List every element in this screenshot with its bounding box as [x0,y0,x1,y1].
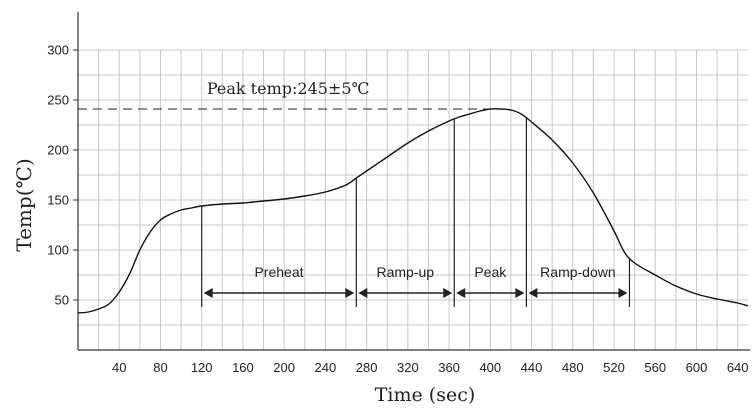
phase-arrow-head-left [456,288,466,298]
phase-label: Ramp-up [376,264,434,280]
x-tick-label: 400 [479,360,501,375]
x-tick-label: 160 [232,360,254,375]
y-tick-label: 50 [55,293,69,308]
x-tick-label: 600 [686,360,708,375]
phase-arrow-head-right [515,288,525,298]
x-tick-label: 240 [315,360,337,375]
x-tick-label: 80 [153,360,167,375]
x-tick-label: 280 [356,360,378,375]
x-tick-label: 480 [562,360,584,375]
x-tick-label: 640 [727,360,749,375]
x-tick-label: 560 [644,360,666,375]
x-tick-label: 120 [191,360,213,375]
phase-arrow-head-left [203,288,213,298]
y-tick-label: 100 [47,243,69,258]
phase-arrow-head-right [618,288,628,298]
phase-label: Preheat [254,264,303,280]
x-axis-label: Time (sec) [375,384,476,406]
y-axis-label: Temp(℃) [12,158,36,251]
phase-arrow-head-left [358,288,368,298]
series-layer [77,108,749,314]
axes [77,12,750,351]
grid [78,49,748,350]
x-tick-labels: 40 80 120 160 200 240 280 320 360 400 440 480 520 560… [112,360,749,375]
y-tick-labels: 50 100 150 200 250 300 [47,43,78,308]
x-tick-label: 360 [438,360,460,375]
phase-arrow-head-right [345,288,355,298]
y-tick-label: 300 [47,43,69,58]
phase-label: Ramp-down [540,264,615,280]
x-tick-label: 200 [273,360,295,375]
phase-arrow-head-left [528,288,538,298]
temperature-curve [77,108,749,314]
y-tick-label: 150 [47,193,69,208]
x-tick-label: 440 [521,360,543,375]
peak-temp-label: Peak temp:245±5℃ [207,79,370,98]
y-tick-label: 250 [47,93,69,108]
annotations: Peak temp:245±5℃ Preheat Ramp-up Peak Ramp-d… [78,79,631,307]
phase-arrow-head-right [443,288,453,298]
phase-label: Peak [474,264,507,280]
x-tick-label: 520 [603,360,625,375]
y-tick-label: 200 [47,143,69,158]
x-tick-label: 40 [112,360,126,375]
x-tick-label: 320 [397,360,419,375]
